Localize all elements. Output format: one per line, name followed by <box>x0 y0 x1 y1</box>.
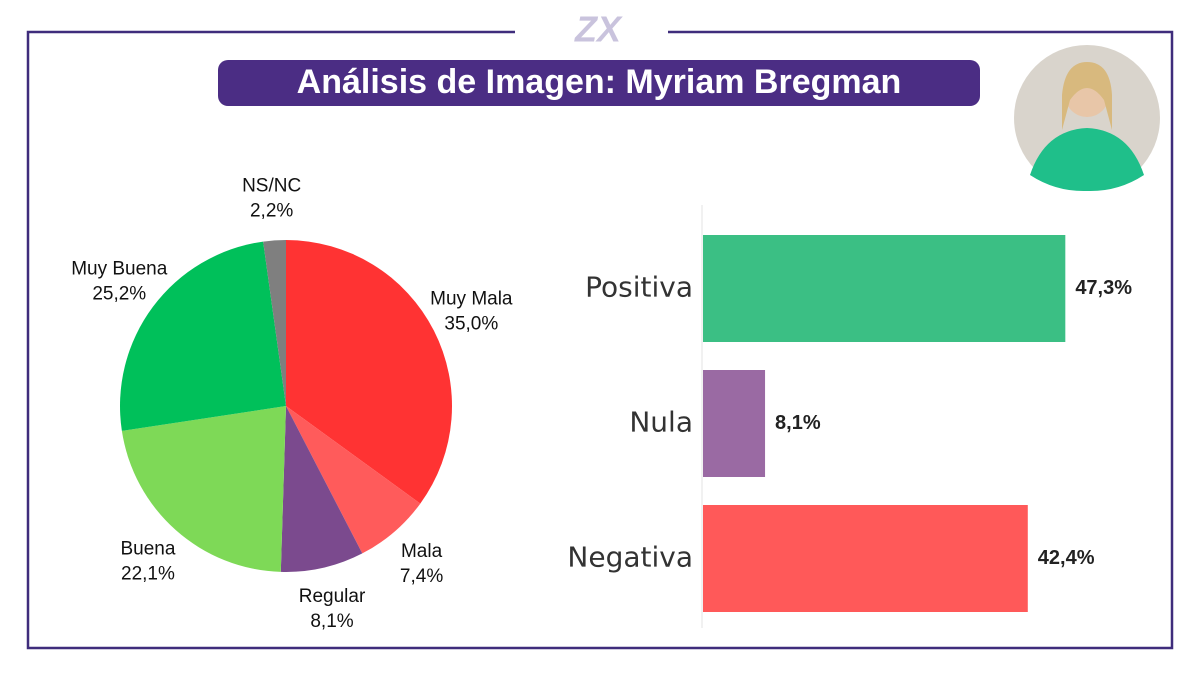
slice-value: 35,0% <box>444 314 498 335</box>
title: Análisis de Imagen: Myriam Bregman <box>297 63 902 101</box>
pie-slice <box>280 406 363 572</box>
bar <box>703 370 766 477</box>
pie-slice <box>120 241 286 431</box>
slice-label: Mala <box>401 541 443 562</box>
title-bg <box>218 60 980 106</box>
slice-value: 7,4% <box>400 566 443 587</box>
slice-label: NS/NC <box>242 176 301 197</box>
slice-value: 25,2% <box>92 284 146 305</box>
bar-value: 8,1% <box>775 412 821 434</box>
bar-category: Negativa <box>567 541 693 574</box>
slice-label: Muy Buena <box>71 259 168 280</box>
slice-label: Buena <box>120 539 175 560</box>
slice-value: 8,1% <box>310 611 353 632</box>
photo <box>1014 45 1160 192</box>
slice-label: Muy Mala <box>430 289 513 310</box>
bar-value: 47,3% <box>1075 277 1132 299</box>
frame <box>26 30 1174 650</box>
bar-value: 42,4% <box>1038 547 1095 569</box>
bar-category: Nula <box>629 406 693 439</box>
bar <box>703 235 1066 342</box>
pie-slice <box>121 406 286 572</box>
logo: ZX <box>574 9 623 50</box>
pie-slice <box>286 406 421 554</box>
slice-label: Regular <box>299 586 366 607</box>
slice-value: 22,1% <box>121 564 175 585</box>
bar <box>703 505 1028 612</box>
pie-slice <box>286 240 452 504</box>
pie-slice <box>263 240 286 406</box>
bar-category: Positiva <box>585 271 693 304</box>
slice-value: 2,2% <box>250 201 293 222</box>
